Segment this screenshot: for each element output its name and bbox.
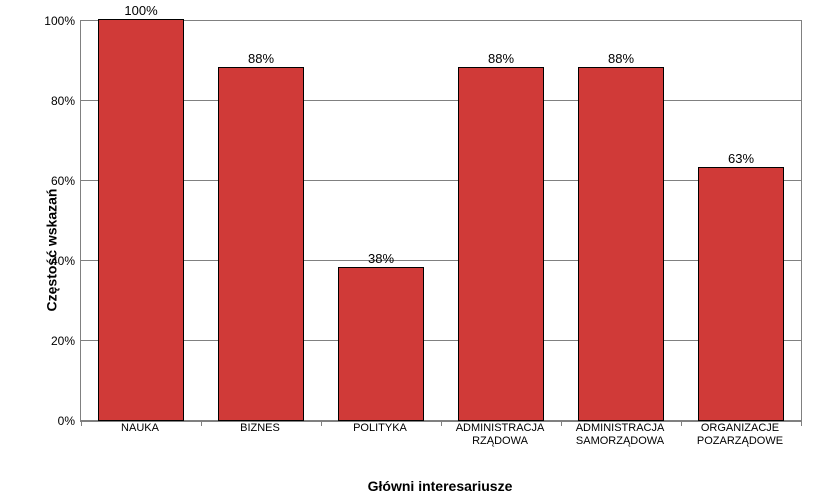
x-axis-title: Główni interesariusze: [80, 478, 800, 494]
bar-organizacje-pozarzadowe: 63%: [698, 167, 784, 421]
y-tick-label: 80%: [51, 94, 81, 108]
bar-value-label: 38%: [368, 251, 394, 266]
bar-slot: 63%: [681, 21, 801, 421]
bar-polityka: 38%: [338, 267, 424, 421]
bar-nauka: 100%: [98, 19, 184, 421]
x-tick-label: ADMINISTRACJA RZĄDOWA: [440, 422, 560, 448]
x-tick-label: POLITYKA: [320, 422, 440, 448]
y-axis-title: Częstość wskazań: [43, 189, 59, 312]
bar-value-label: 63%: [728, 151, 754, 166]
x-tick-label: ADMINISTRACJA SAMORZĄDOWA: [560, 422, 680, 448]
bar-administracja-samorzadowa: 88%: [578, 67, 664, 421]
bar-slot: 100%: [81, 21, 201, 421]
bar-administracja-rzadowa: 88%: [458, 67, 544, 421]
x-tick-label: ORGANIZACJE POZARZĄDOWE: [680, 422, 800, 448]
bar-slot: 88%: [441, 21, 561, 421]
bar-value-label: 88%: [608, 51, 634, 66]
x-tick-label: NAUKA: [80, 422, 200, 448]
bar-value-label: 88%: [488, 51, 514, 66]
bar-chart: Częstość wskazań 0% 20% 40% 60% 80% 100%: [0, 0, 819, 500]
bar-value-label: 88%: [248, 51, 274, 66]
y-tick-label: 60%: [51, 174, 81, 188]
y-tick-label: 0%: [58, 414, 81, 428]
y-tick-label: 40%: [51, 254, 81, 268]
bar-biznes: 88%: [218, 67, 304, 421]
x-axis-labels: NAUKA BIZNES POLITYKA ADMINISTRACJA RZĄD…: [80, 422, 800, 448]
bar-slot: 88%: [201, 21, 321, 421]
plot-area: 0% 20% 40% 60% 80% 100% 100%: [80, 20, 802, 422]
bar-slot: 38%: [321, 21, 441, 421]
bars-container: 100% 88% 38% 88% 88%: [81, 21, 801, 421]
bar-slot: 88%: [561, 21, 681, 421]
y-tick-label: 20%: [51, 334, 81, 348]
x-tick-label: BIZNES: [200, 422, 320, 448]
y-tick-label: 100%: [44, 14, 81, 28]
bar-value-label: 100%: [124, 3, 157, 18]
